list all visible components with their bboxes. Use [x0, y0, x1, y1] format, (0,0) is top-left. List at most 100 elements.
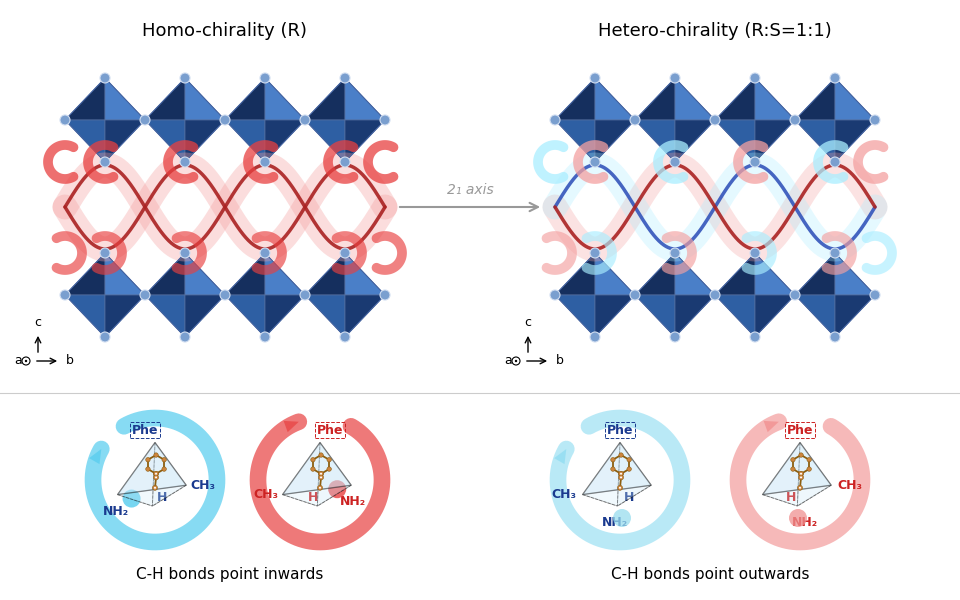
Circle shape	[327, 467, 331, 471]
Circle shape	[180, 248, 190, 258]
Circle shape	[140, 115, 150, 125]
Text: H: H	[624, 491, 635, 504]
Polygon shape	[117, 443, 186, 494]
Circle shape	[340, 157, 350, 167]
Circle shape	[319, 475, 324, 480]
Polygon shape	[185, 253, 225, 295]
Circle shape	[100, 157, 110, 167]
Circle shape	[319, 472, 324, 476]
Text: c: c	[524, 316, 532, 329]
Circle shape	[153, 485, 157, 490]
Circle shape	[311, 467, 315, 471]
Circle shape	[798, 485, 803, 490]
Polygon shape	[795, 120, 835, 162]
Circle shape	[800, 473, 802, 475]
Polygon shape	[153, 443, 186, 506]
Circle shape	[790, 290, 800, 300]
Text: H: H	[307, 491, 318, 504]
Circle shape	[100, 248, 110, 258]
Polygon shape	[675, 78, 715, 120]
Polygon shape	[283, 421, 299, 432]
Circle shape	[340, 73, 350, 83]
Circle shape	[807, 467, 811, 471]
Polygon shape	[105, 120, 145, 162]
Text: NH₂: NH₂	[103, 505, 129, 518]
Circle shape	[620, 476, 622, 478]
Circle shape	[146, 467, 150, 471]
Circle shape	[380, 115, 390, 125]
Circle shape	[790, 115, 800, 125]
Circle shape	[710, 115, 720, 125]
Circle shape	[807, 458, 811, 462]
Polygon shape	[65, 295, 105, 337]
Circle shape	[550, 290, 560, 300]
Polygon shape	[145, 78, 185, 120]
Circle shape	[380, 290, 390, 300]
Polygon shape	[65, 78, 105, 120]
Polygon shape	[145, 253, 185, 295]
Circle shape	[617, 485, 622, 490]
Polygon shape	[117, 443, 155, 506]
Polygon shape	[583, 443, 651, 494]
Polygon shape	[225, 120, 265, 162]
Polygon shape	[835, 295, 875, 337]
Polygon shape	[835, 78, 875, 120]
Polygon shape	[635, 78, 675, 120]
Polygon shape	[345, 295, 385, 337]
Circle shape	[155, 473, 157, 475]
Circle shape	[799, 472, 804, 476]
Circle shape	[618, 475, 624, 480]
Polygon shape	[555, 253, 595, 295]
Polygon shape	[675, 295, 715, 337]
Circle shape	[750, 157, 760, 167]
Text: Phe: Phe	[317, 424, 344, 437]
Polygon shape	[305, 253, 345, 295]
Circle shape	[340, 248, 350, 258]
Text: CH₃: CH₃	[837, 479, 862, 492]
Polygon shape	[762, 485, 831, 506]
Polygon shape	[282, 443, 351, 494]
Circle shape	[260, 73, 270, 83]
Circle shape	[619, 487, 621, 489]
Polygon shape	[715, 295, 755, 337]
Polygon shape	[345, 120, 385, 162]
Circle shape	[550, 115, 560, 125]
Circle shape	[789, 509, 807, 527]
Text: Phe: Phe	[607, 424, 634, 437]
Text: CH₃: CH₃	[253, 488, 278, 501]
Polygon shape	[715, 120, 755, 162]
Circle shape	[180, 332, 190, 342]
Circle shape	[60, 290, 70, 300]
Circle shape	[100, 332, 110, 342]
Circle shape	[791, 467, 795, 471]
Polygon shape	[185, 78, 225, 120]
Polygon shape	[318, 443, 351, 506]
Polygon shape	[117, 485, 186, 506]
Circle shape	[799, 475, 804, 480]
Circle shape	[311, 458, 315, 462]
Text: Homo-chirality (R): Homo-chirality (R)	[142, 22, 307, 40]
Text: NH₂: NH₂	[792, 516, 818, 529]
Polygon shape	[305, 295, 345, 337]
Polygon shape	[595, 78, 635, 120]
Polygon shape	[282, 443, 320, 506]
Circle shape	[791, 458, 795, 462]
Polygon shape	[305, 78, 345, 120]
Text: C-H bonds point outwards: C-H bonds point outwards	[611, 567, 809, 582]
Circle shape	[318, 485, 323, 490]
Circle shape	[830, 73, 840, 83]
Circle shape	[670, 73, 680, 83]
Circle shape	[320, 473, 322, 475]
Circle shape	[799, 453, 804, 457]
Circle shape	[619, 453, 623, 457]
Polygon shape	[835, 120, 875, 162]
Polygon shape	[145, 295, 185, 337]
Polygon shape	[65, 120, 105, 162]
Circle shape	[155, 476, 157, 478]
Text: CH₃: CH₃	[190, 479, 215, 492]
Circle shape	[319, 487, 321, 489]
Polygon shape	[635, 295, 675, 337]
Circle shape	[670, 248, 680, 258]
Polygon shape	[763, 421, 779, 432]
Polygon shape	[65, 253, 105, 295]
